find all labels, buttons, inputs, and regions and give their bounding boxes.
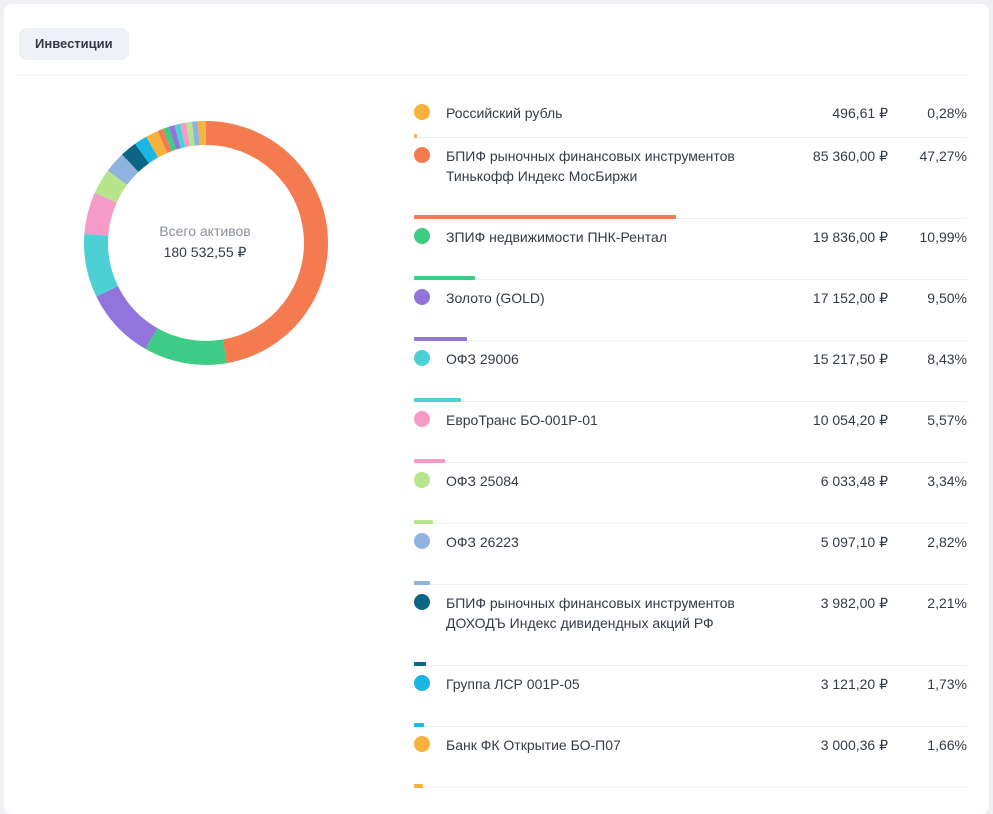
assets-donut-chart xyxy=(84,121,328,365)
donut-slice[interactable] xyxy=(84,233,118,297)
asset-row[interactable]: БПИФ рыночных финансовых инструментов Ти… xyxy=(414,138,967,219)
asset-name: ОФЗ 25084 xyxy=(446,473,519,489)
asset-list: Российский рубль 496,61 ₽ 0,28% БПИФ рыночн… xyxy=(414,95,967,788)
asset-name: Золото (GOLD) xyxy=(446,290,545,306)
asset-share-bar xyxy=(414,662,427,666)
asset-amount: 15 217,50 ₽ xyxy=(812,351,888,367)
donut-slice[interactable] xyxy=(84,192,117,236)
asset-share-bar xyxy=(414,337,467,341)
asset-percent: 0,28% xyxy=(927,105,967,121)
asset-percent: 47,27% xyxy=(919,148,967,164)
donut-slice[interactable] xyxy=(146,130,168,158)
asset-color-dot xyxy=(414,228,430,244)
asset-name: Российский рубль xyxy=(446,105,563,121)
asset-row[interactable]: Группа ЛСР 001Р-05 3 121,20 ₽ 1,73% xyxy=(414,666,967,727)
asset-name: БПИФ рыночных финансовых инструментов ДО… xyxy=(446,595,735,631)
total-assets-value: 180 532,55 ₽ xyxy=(163,244,247,260)
asset-share-bar xyxy=(414,215,676,219)
asset-percent: 9,50% xyxy=(927,290,967,306)
asset-name: Банк ФК Открытие БО-П07 xyxy=(446,737,621,753)
asset-color-dot xyxy=(414,104,430,120)
donut-slice[interactable] xyxy=(94,170,128,203)
asset-share-bar xyxy=(414,134,417,138)
asset-percent: 1,66% xyxy=(927,737,967,753)
asset-percent: 2,21% xyxy=(927,595,967,611)
donut-slice[interactable] xyxy=(186,121,195,147)
asset-share-bar xyxy=(414,581,430,585)
asset-color-dot xyxy=(414,350,430,366)
asset-name: ЗПИФ недвижимости ПНК-Рентал xyxy=(446,229,667,245)
asset-color-dot xyxy=(414,147,430,163)
donut-slice[interactable] xyxy=(197,121,205,146)
asset-color-dot xyxy=(414,594,430,610)
asset-share-bar xyxy=(414,459,445,463)
asset-amount: 496,61 ₽ xyxy=(832,105,888,121)
asset-percent: 8,43% xyxy=(927,351,967,367)
asset-amount: 19 836,00 ₽ xyxy=(812,229,888,245)
asset-amount: 6 033,48 ₽ xyxy=(820,473,888,489)
donut-slice[interactable] xyxy=(174,123,186,149)
donut-slice[interactable] xyxy=(203,121,206,146)
asset-percent: 2,82% xyxy=(927,534,967,550)
asset-row[interactable]: ОФЗ 26223 5 097,10 ₽ 2,82% xyxy=(414,524,967,585)
asset-color-dot xyxy=(414,533,430,549)
asset-name: ЕвроТранс БО-001Р-01 xyxy=(446,412,598,428)
asset-amount: 3 000,36 ₽ xyxy=(820,737,888,753)
donut-slice[interactable] xyxy=(157,128,172,154)
asset-percent: 5,57% xyxy=(927,412,967,428)
asset-color-dot xyxy=(414,411,430,427)
donut-slice[interactable] xyxy=(135,136,159,164)
asset-color-dot xyxy=(414,736,430,752)
tab-investments[interactable]: Инвестиции xyxy=(19,28,129,60)
asset-amount: 3 982,00 ₽ xyxy=(820,595,888,611)
donut-slice[interactable] xyxy=(163,126,177,152)
donut-slice[interactable] xyxy=(96,286,158,349)
asset-share-bar xyxy=(414,723,424,727)
asset-share-bar xyxy=(414,276,475,280)
donut-slice[interactable] xyxy=(122,143,150,172)
asset-name: БПИФ рыночных финансовых инструментов Ти… xyxy=(446,148,735,184)
asset-row[interactable]: Золото (GOLD) 17 152,00 ₽ 9,50% xyxy=(414,280,967,341)
donut-slice[interactable] xyxy=(206,121,328,364)
asset-share-bar xyxy=(414,520,433,524)
asset-row[interactable]: ЕвроТранс БО-001Р-01 10 054,20 ₽ 5,57% xyxy=(414,402,967,463)
donut-slice[interactable] xyxy=(145,328,227,365)
asset-row[interactable]: ОФЗ 29006 15 217,50 ₽ 8,43% xyxy=(414,341,967,402)
asset-color-dot xyxy=(414,472,430,488)
asset-name: Группа ЛСР 001Р-05 xyxy=(446,676,580,692)
asset-amount: 5 097,10 ₽ xyxy=(820,534,888,550)
asset-name: ОФЗ 26223 xyxy=(446,534,519,550)
donut-slice[interactable] xyxy=(168,125,181,150)
donut-slice[interactable] xyxy=(107,154,139,185)
asset-amount: 85 360,00 ₽ xyxy=(812,148,888,164)
asset-color-dot xyxy=(414,675,430,691)
asset-row[interactable]: Российский рубль 496,61 ₽ 0,28% xyxy=(414,95,967,138)
asset-amount: 10 054,20 ₽ xyxy=(812,412,888,428)
asset-color-dot xyxy=(414,289,430,305)
asset-percent: 3,34% xyxy=(927,473,967,489)
asset-percent: 1,73% xyxy=(927,676,967,692)
asset-row[interactable]: ОФЗ 25084 6 033,48 ₽ 3,34% xyxy=(414,463,967,524)
donut-slice[interactable] xyxy=(180,122,191,148)
asset-row[interactable]: БПИФ рыночных финансовых инструментов ДО… xyxy=(414,585,967,666)
asset-amount: 17 152,00 ₽ xyxy=(812,290,888,306)
asset-percent: 10,99% xyxy=(919,229,967,245)
asset-amount: 3 121,20 ₽ xyxy=(820,676,888,692)
asset-row[interactable]: ЗПИФ недвижимости ПНК-Рентал 19 836,00 ₽ 1… xyxy=(414,219,967,280)
asset-row[interactable]: Банк ФК Открытие БО-П07 3 000,36 ₽ 1,66% xyxy=(414,727,967,788)
asset-name: ОФЗ 29006 xyxy=(446,351,519,367)
asset-share-bar xyxy=(414,398,461,402)
divider xyxy=(16,75,967,76)
asset-share-bar xyxy=(414,784,424,788)
total-assets-label: Всего активов xyxy=(159,223,251,239)
donut-slice[interactable] xyxy=(192,121,200,146)
